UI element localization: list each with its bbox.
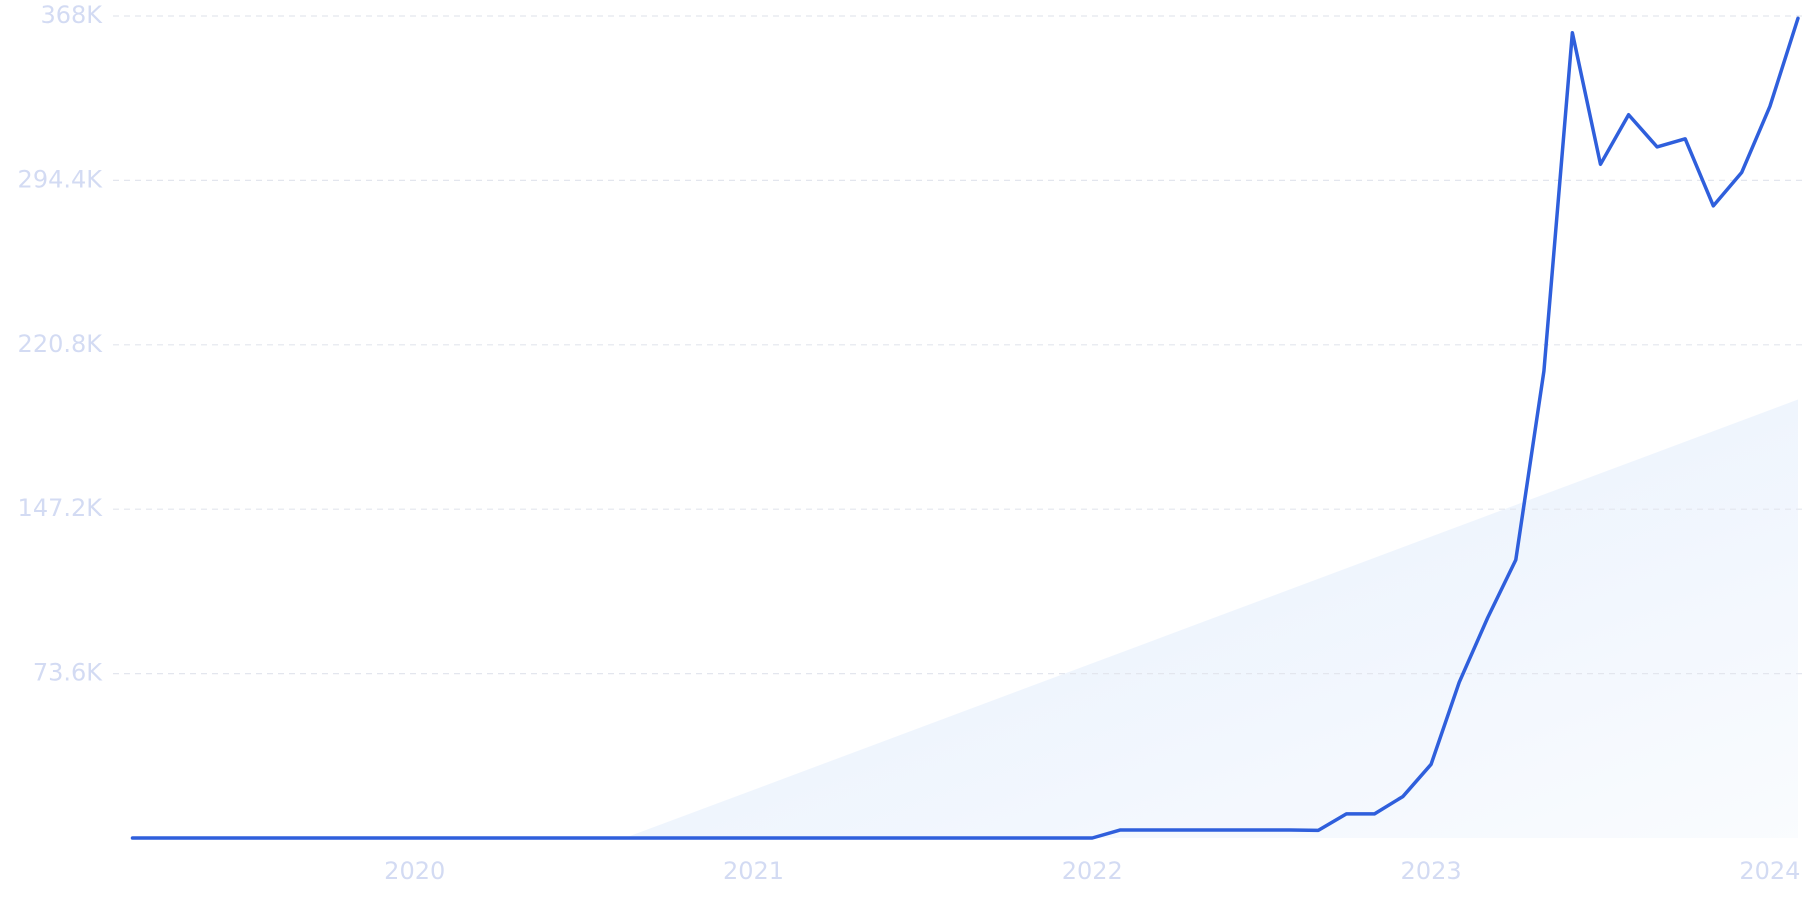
y-tick-label: 368K bbox=[40, 1, 103, 29]
y-tick-label: 294.4K bbox=[18, 165, 104, 193]
x-tick-label: 2023 bbox=[1401, 857, 1462, 885]
y-tick-label: 147.2K bbox=[18, 494, 104, 522]
y-tick-label: 73.6K bbox=[33, 659, 103, 687]
series-line bbox=[130, 16, 1800, 840]
x-tick-label: 2021 bbox=[723, 857, 784, 885]
x-tick-label: 2024 bbox=[1739, 857, 1800, 885]
x-tick-label: 2022 bbox=[1062, 857, 1123, 885]
y-tick-label: 220.8K bbox=[18, 330, 104, 358]
x-tick-label: 2020 bbox=[384, 857, 445, 885]
trend-area bbox=[624, 399, 1798, 838]
